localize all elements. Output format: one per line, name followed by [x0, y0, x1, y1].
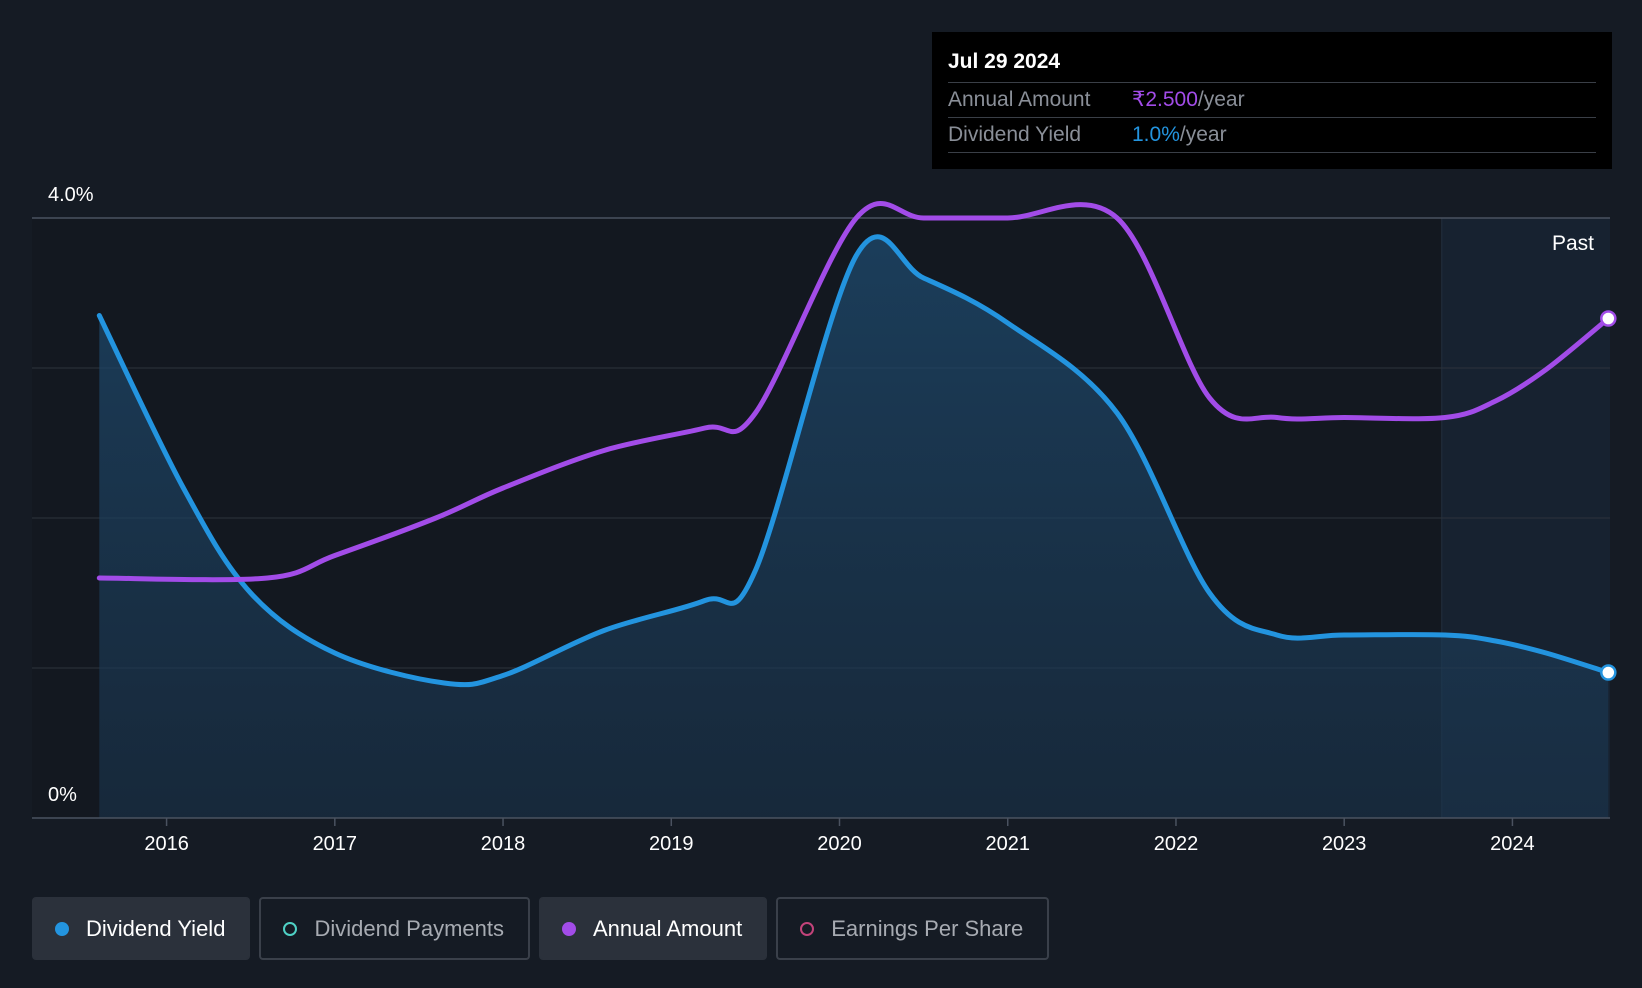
tooltip-dividend-yield-row: Dividend Yield 1.0% /year: [948, 118, 1596, 153]
legend-label: Dividend Yield: [86, 915, 226, 941]
tooltip: Jul 29 2024 Annual Amount ₹2.500 /year D…: [932, 32, 1612, 169]
tooltip-dividend-yield-value: 1.0%: [1132, 123, 1180, 146]
x-tick-label: 2018: [481, 833, 526, 855]
dividend-yield-end-point: [1600, 664, 1617, 681]
x-tick-label: 2021: [985, 833, 1030, 855]
x-tick-label: 2017: [313, 833, 358, 855]
tooltip-annual-amount-row: Annual Amount ₹2.500 /year: [948, 83, 1596, 118]
earnings-per-share-dot-icon: [800, 921, 815, 936]
legend: Dividend Yield Dividend Payments Annual …: [32, 897, 1050, 960]
legend-earnings-per-share-button[interactable]: Earnings Per Share: [776, 897, 1050, 960]
legend-label: Earnings Per Share: [831, 915, 1024, 941]
annual-amount-dot-icon: [561, 921, 576, 936]
tooltip-annual-amount-value: ₹2.500: [1132, 88, 1198, 111]
tooltip-dividend-yield-unit: /year: [1179, 123, 1227, 146]
past-label: Past: [1552, 232, 1594, 255]
tooltip-annual-amount-label: Annual Amount: [948, 88, 1091, 111]
x-tick-label: 2022: [1154, 833, 1199, 855]
x-tick-label: 2020: [817, 833, 862, 855]
y-tick-label-top: 4.0%: [48, 184, 94, 206]
tooltip-date: Jul 29 2024: [948, 46, 1596, 83]
annual-amount-line: [96, 201, 1611, 583]
tooltip-dividend-yield-label: Dividend Yield: [948, 123, 1082, 146]
legend-label: Dividend Payments: [314, 915, 504, 941]
x-tick-label: 2023: [1322, 833, 1367, 855]
x-tick-label: 2024: [1490, 833, 1535, 855]
legend-dividend-payments-button[interactable]: Dividend Payments: [259, 897, 530, 960]
dividend-payments-dot-icon: [283, 921, 298, 936]
x-tick-label: 2019: [649, 833, 694, 855]
x-axis-ticks: 2016 2017 2018 2019 2020 2021 2022 2023 2024: [144, 818, 1535, 855]
dividend-yield-line: [96, 234, 1611, 688]
legend-dividend-yield-button[interactable]: Dividend Yield: [32, 897, 251, 960]
dividend-yield-area: [99, 236, 1609, 818]
y-tick-label-bottom: 0%: [48, 784, 77, 806]
tooltip-annual-amount-unit: /year: [1197, 88, 1245, 111]
dividend-yield-dot-icon: [55, 921, 69, 936]
legend-label: Annual Amount: [592, 915, 743, 941]
legend-annual-amount-button[interactable]: Annual Amount: [538, 897, 768, 960]
x-tick-label: 2016: [144, 833, 189, 855]
annual-amount-end-point: [1600, 310, 1617, 327]
